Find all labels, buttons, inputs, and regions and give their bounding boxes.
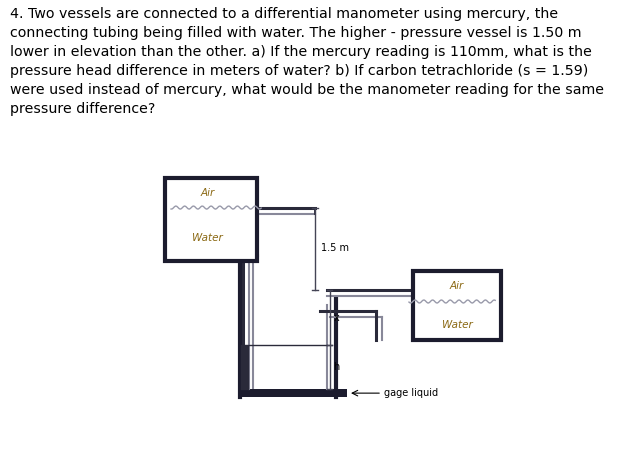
Text: 1.5 m: 1.5 m [321, 244, 349, 253]
Bar [165, 178, 257, 261]
Text: Water: Water [442, 320, 472, 329]
Text: 4. Two vessels are connected to a differential manometer using mercury, the
conn: 4. Two vessels are connected to a differ… [10, 7, 604, 116]
Text: h: h [333, 362, 340, 372]
Text: Air: Air [200, 188, 214, 198]
Text: gage liquid: gage liquid [385, 388, 438, 398]
Bar [413, 271, 501, 340]
Text: Air: Air [450, 281, 464, 291]
Text: x: x [333, 312, 339, 323]
Bar [240, 389, 347, 397]
Text: Water: Water [192, 233, 222, 243]
